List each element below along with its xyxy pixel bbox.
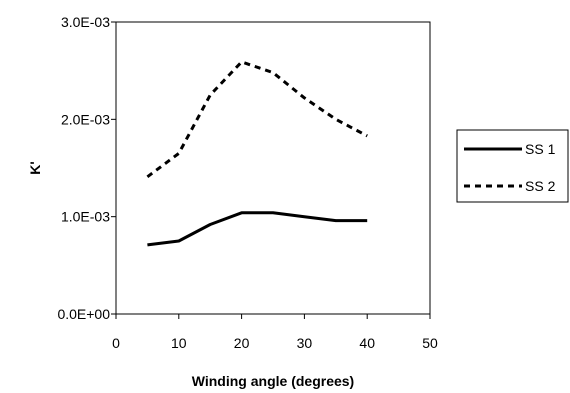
y-tick-label: 1.0E-03 — [61, 209, 110, 225]
series-layer — [146, 60, 368, 247]
x-tick-label: 0 — [112, 335, 120, 351]
y-axis-title: K' — [27, 161, 43, 174]
legend-box — [456, 129, 569, 203]
y-tick-label: 2.0E-03 — [61, 111, 110, 127]
x-tick-label: 20 — [234, 335, 250, 351]
x-tick-label: 40 — [359, 335, 375, 351]
legend: SS 1 SS 2 — [456, 129, 569, 203]
legend-items: SS 1 SS 2 — [464, 141, 556, 194]
x-axis-ticks: 0 10 20 30 40 50 — [112, 314, 438, 351]
x-tick-label: 30 — [297, 335, 313, 351]
legend-label: SS 1 — [525, 141, 556, 157]
x-axis-title: Winding angle (degrees) — [192, 373, 354, 389]
plot-area-frame — [115, 21, 431, 315]
y-tick-label: 0.0E+00 — [57, 306, 110, 322]
legend-label: SS 2 — [525, 178, 556, 194]
y-tick-label: 3.0E-03 — [61, 14, 110, 30]
y-axis-ticks: 0.0E+00 1.0E-03 2.0E-03 3.0E-03 — [57, 14, 116, 322]
series-line-ss-1 — [147, 211, 368, 247]
series-line-ss-2 — [146, 60, 368, 179]
x-tick-label: 50 — [422, 335, 438, 351]
x-tick-label: 10 — [171, 335, 187, 351]
